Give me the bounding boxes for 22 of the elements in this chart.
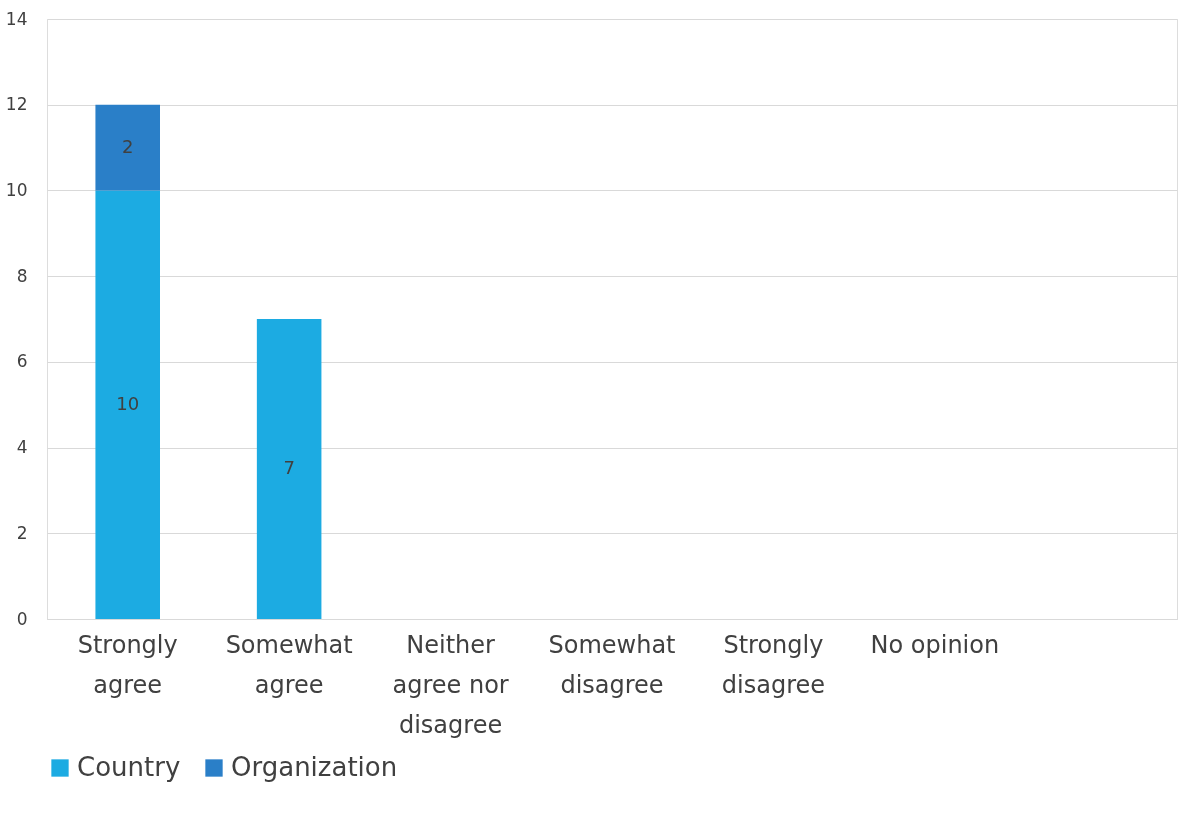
data-label: 2	[121, 135, 134, 157]
x-tick-label: Somewhat agree	[225, 630, 353, 699]
y-tick-label: 0	[16, 608, 28, 629]
y-tick-label: 6	[16, 351, 28, 372]
bar	[256, 319, 322, 619]
y-tick-label: 8	[16, 265, 28, 286]
y-tick-label: 14	[5, 8, 28, 29]
y-tick-label: 2	[16, 522, 28, 543]
x-tick-label: Strongly disagree	[721, 630, 826, 699]
legend-label: Organization	[231, 752, 398, 782]
data-label: 7	[283, 457, 295, 478]
legend-label: Country	[77, 752, 181, 782]
y-tick-label: 10	[5, 179, 28, 200]
x-tick-label: Somewhat disagree	[548, 630, 676, 699]
bar	[95, 190, 160, 619]
bar	[95, 104, 160, 191]
x-tick-label: Neither agree nor disagree	[392, 630, 509, 739]
y-tick-label: 12	[5, 94, 28, 115]
x-tick-label: No opinion	[870, 630, 1000, 659]
y-tick-label: 4	[16, 437, 28, 458]
data-label: 10	[116, 392, 140, 414]
x-tick-label: Strongly agree	[77, 630, 178, 699]
